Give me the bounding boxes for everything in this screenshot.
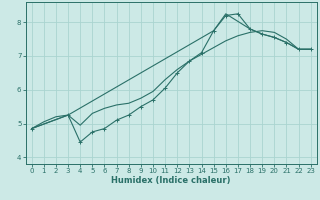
X-axis label: Humidex (Indice chaleur): Humidex (Indice chaleur)	[111, 176, 231, 185]
